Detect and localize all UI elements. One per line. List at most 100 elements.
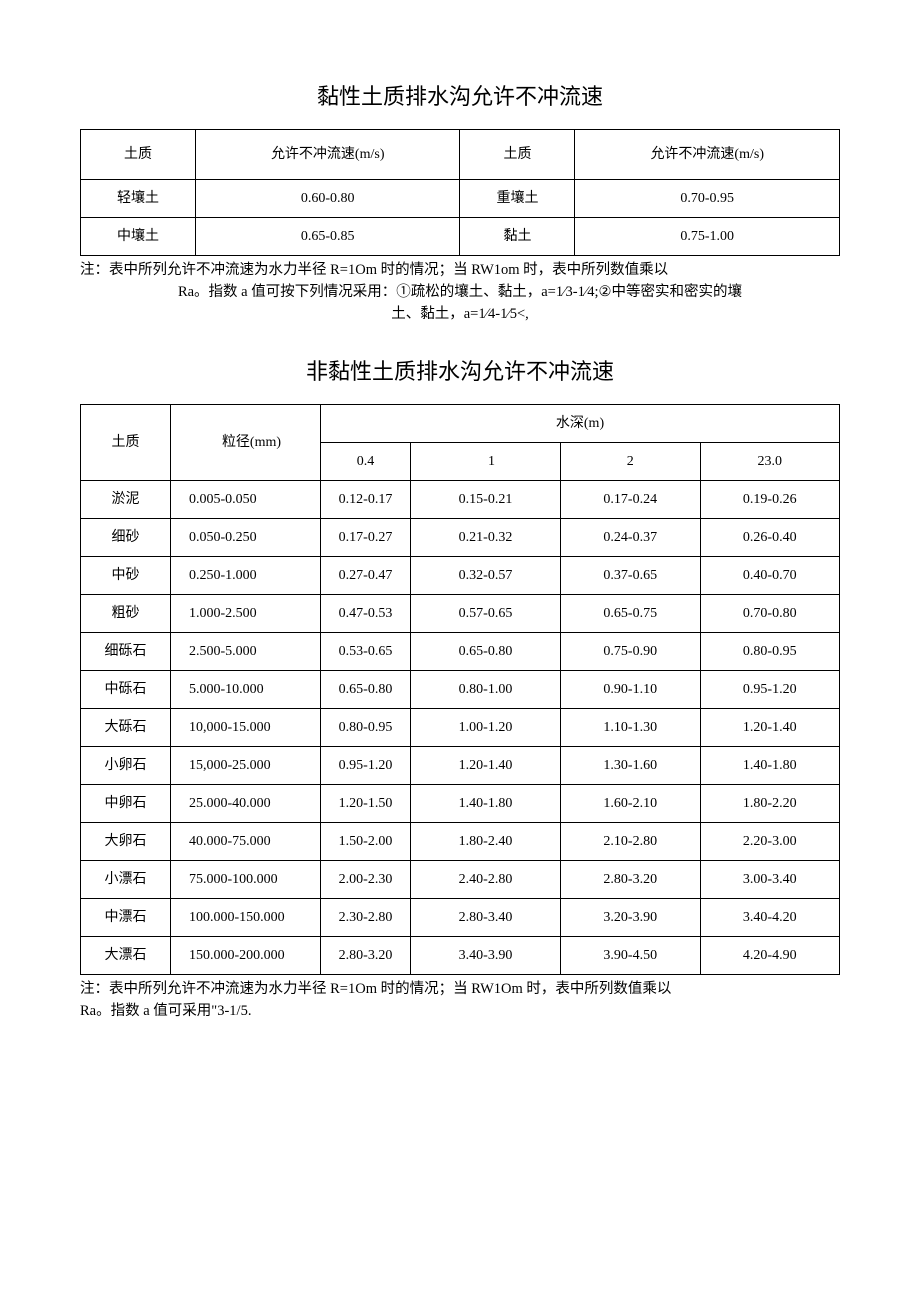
table-row: 细砂0.050-0.2500.17-0.270.21-0.320.24-0.37…: [81, 519, 840, 557]
header-cell: 土质: [81, 405, 171, 481]
cell: 0.19-0.26: [700, 481, 840, 519]
cell: 中砾石: [81, 671, 171, 709]
cell: 2.20-3.00: [700, 823, 840, 861]
cell: 中砂: [81, 557, 171, 595]
header-cell: 2: [561, 443, 701, 481]
cell: 0.21-0.32: [411, 519, 561, 557]
cell: 0.75-1.00: [575, 218, 840, 256]
cell: 4.20-4.90: [700, 937, 840, 975]
cell: 1.50-2.00: [321, 823, 411, 861]
cell: 中壤土: [81, 218, 196, 256]
cell: 0.17-0.27: [321, 519, 411, 557]
cell: 2.80-3.20: [561, 861, 701, 899]
cell: 0.15-0.21: [411, 481, 561, 519]
cell: 0.57-0.65: [411, 595, 561, 633]
cell: 0.53-0.65: [321, 633, 411, 671]
header-cell: 23.0: [700, 443, 840, 481]
cell: 轻壤土: [81, 180, 196, 218]
table-row: 中砾石5.000-10.0000.65-0.800.80-1.000.90-1.…: [81, 671, 840, 709]
note-line: 土、黏土，a=1⁄4-1⁄5<,: [80, 304, 840, 326]
cell: 0.80-0.95: [321, 709, 411, 747]
cell: 0.12-0.17: [321, 481, 411, 519]
cell: 15,000-25.000: [171, 747, 321, 785]
cell: 1.60-2.10: [561, 785, 701, 823]
cell: 2.80-3.20: [321, 937, 411, 975]
title-2: 非黏性土质排水沟允许不冲流速: [80, 355, 840, 388]
header-cell: 粒径(mm): [171, 405, 321, 481]
cell: 0.050-0.250: [171, 519, 321, 557]
header-cell: 土质: [81, 130, 196, 180]
cell: 大砾石: [81, 709, 171, 747]
cell: 3.40-3.90: [411, 937, 561, 975]
cell: 40.000-75.000: [171, 823, 321, 861]
cell: 1.40-1.80: [411, 785, 561, 823]
cell: 大卵石: [81, 823, 171, 861]
cell: 0.40-0.70: [700, 557, 840, 595]
header-cell: 水深(m): [321, 405, 840, 443]
cell: 1.40-1.80: [700, 747, 840, 785]
note-1: 注：表中所列允许不冲流速为水力半径 R=1Om 时的情况；当 RW1om 时，表…: [80, 260, 840, 325]
note-line: 注：表中所列允许不冲流速为水力半径 R=1Om 时的情况；当 RW1om 时，表…: [80, 260, 840, 282]
cell: 0.26-0.40: [700, 519, 840, 557]
table-row: 土质 粒径(mm) 水深(m): [81, 405, 840, 443]
header-cell: 0.4: [321, 443, 411, 481]
cell: 0.17-0.24: [561, 481, 701, 519]
cell: 0.47-0.53: [321, 595, 411, 633]
cell: 0.60-0.80: [195, 180, 460, 218]
note-line: Ra。指数 a 值可采用"3-1/5.: [80, 1001, 840, 1023]
cell: 0.65-0.85: [195, 218, 460, 256]
table-cohesive: 土质 允许不冲流速(m/s) 土质 允许不冲流速(m/s) 轻壤土 0.60-0…: [80, 129, 840, 256]
cell: 0.90-1.10: [561, 671, 701, 709]
cell: 2.30-2.80: [321, 899, 411, 937]
cell: 1.20-1.50: [321, 785, 411, 823]
cell: 75.000-100.000: [171, 861, 321, 899]
header-cell: 土质: [460, 130, 575, 180]
cell: 0.27-0.47: [321, 557, 411, 595]
cell: 1.20-1.40: [700, 709, 840, 747]
cell: 0.65-0.75: [561, 595, 701, 633]
cell: 1.80-2.40: [411, 823, 561, 861]
table-row: 轻壤土 0.60-0.80 重壤土 0.70-0.95: [81, 180, 840, 218]
cell: 0.24-0.37: [561, 519, 701, 557]
cell: 中卵石: [81, 785, 171, 823]
cell: 细砂: [81, 519, 171, 557]
cell: 小卵石: [81, 747, 171, 785]
table-row: 中漂石100.000-150.0002.30-2.802.80-3.403.20…: [81, 899, 840, 937]
cell: 1.20-1.40: [411, 747, 561, 785]
cell: 0.32-0.57: [411, 557, 561, 595]
cell: 0.80-0.95: [700, 633, 840, 671]
cell: 3.90-4.50: [561, 937, 701, 975]
cell: 粗砂: [81, 595, 171, 633]
header-cell: 1: [411, 443, 561, 481]
note-2: 注：表中所列允许不冲流速为水力半径 R=1Om 时的情况；当 RW1Om 时，表…: [80, 979, 840, 1023]
cell: 25.000-40.000: [171, 785, 321, 823]
cell: 1.10-1.30: [561, 709, 701, 747]
cell: 1.80-2.20: [700, 785, 840, 823]
table-row: 大卵石40.000-75.0001.50-2.001.80-2.402.10-2…: [81, 823, 840, 861]
cell: 小漂石: [81, 861, 171, 899]
note-line: 注：表中所列允许不冲流速为水力半径 R=1Om 时的情况；当 RW1Om 时，表…: [80, 979, 840, 1001]
cell: 淤泥: [81, 481, 171, 519]
cell: 细砾石: [81, 633, 171, 671]
cell: 1.30-1.60: [561, 747, 701, 785]
cell: 3.40-4.20: [700, 899, 840, 937]
cell: 0.95-1.20: [700, 671, 840, 709]
table-row: 大砾石10,000-15.0000.80-0.951.00-1.201.10-1…: [81, 709, 840, 747]
note-line: Ra。指数 a 值可按下列情况采用：①疏松的壤土、黏土，a=1⁄3-1⁄4;②中…: [80, 282, 840, 304]
title-1: 黏性土质排水沟允许不冲流速: [80, 80, 840, 113]
cell: 0.80-1.00: [411, 671, 561, 709]
cell: 中漂石: [81, 899, 171, 937]
table-row: 粗砂1.000-2.5000.47-0.530.57-0.650.65-0.75…: [81, 595, 840, 633]
header-cell: 允许不冲流速(m/s): [575, 130, 840, 180]
cell: 150.000-200.000: [171, 937, 321, 975]
cell: 1.000-2.500: [171, 595, 321, 633]
cell: 2.40-2.80: [411, 861, 561, 899]
cell: 0.65-0.80: [321, 671, 411, 709]
cell: 0.005-0.050: [171, 481, 321, 519]
table-row: 小漂石75.000-100.0002.00-2.302.40-2.802.80-…: [81, 861, 840, 899]
cell: 0.95-1.20: [321, 747, 411, 785]
cell: 大漂石: [81, 937, 171, 975]
cell: 0.250-1.000: [171, 557, 321, 595]
table-row: 中卵石25.000-40.0001.20-1.501.40-1.801.60-2…: [81, 785, 840, 823]
table-noncohesive: 土质 粒径(mm) 水深(m) 0.4 1 2 23.0 淤泥0.005-0.0…: [80, 404, 840, 975]
